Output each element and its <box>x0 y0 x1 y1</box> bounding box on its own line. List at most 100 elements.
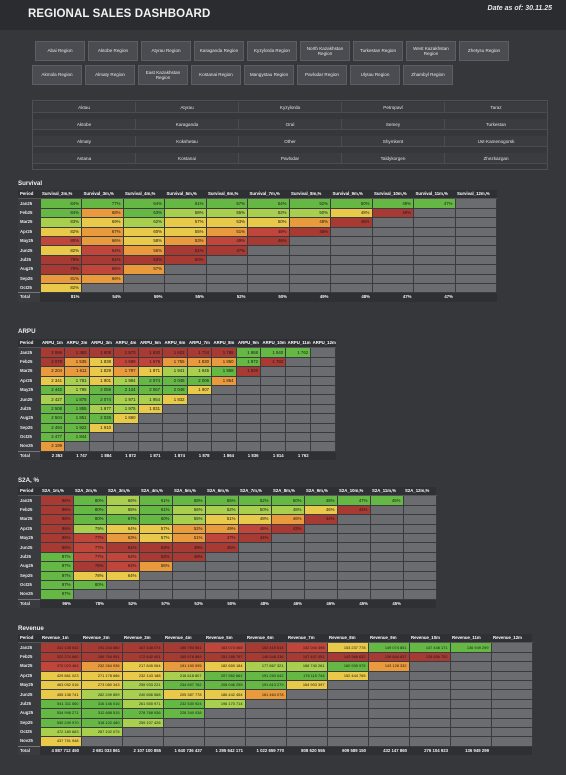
empty-cell[interactable] <box>285 441 312 452</box>
value-cell[interactable]: 62% <box>122 217 165 228</box>
value-cell[interactable]: 191 244 880 <box>80 642 123 653</box>
empty-cell[interactable] <box>235 413 261 424</box>
value-cell[interactable]: 83% <box>39 217 82 228</box>
column-header[interactable]: Revenue_7m <box>286 634 327 644</box>
empty-cell[interactable] <box>138 579 173 591</box>
row-label[interactable]: Sep25 <box>18 274 40 284</box>
value-cell[interactable]: 51% <box>205 226 248 237</box>
empty-cell[interactable] <box>186 422 212 433</box>
value-cell[interactable]: 1 795 <box>64 384 90 396</box>
value-cell[interactable]: 46% <box>371 207 414 219</box>
empty-cell[interactable] <box>413 264 456 275</box>
empty-cell[interactable] <box>402 532 437 544</box>
value-cell[interactable]: 79% <box>72 523 107 534</box>
value-cell[interactable]: 1 850 <box>211 356 237 368</box>
empty-cell[interactable] <box>326 689 369 700</box>
value-cell[interactable]: 1 781 <box>64 375 90 386</box>
region-chip[interactable]: Aktobe Region <box>88 41 138 61</box>
value-cell[interactable]: 216 618 807 <box>162 670 205 681</box>
value-cell[interactable]: 191 613 279 <box>244 679 287 691</box>
value-cell[interactable]: 48% <box>270 504 305 516</box>
empty-cell[interactable] <box>171 561 206 572</box>
empty-cell[interactable] <box>413 217 456 228</box>
empty-cell[interactable] <box>81 282 124 294</box>
row-label[interactable]: Mar25 <box>18 366 40 377</box>
empty-cell[interactable] <box>137 413 163 424</box>
empty-cell[interactable] <box>402 504 437 516</box>
row-label[interactable]: Oct25 <box>18 283 40 293</box>
value-cell[interactable]: 261 555 971 <box>121 698 164 710</box>
empty-cell[interactable] <box>490 726 533 738</box>
empty-cell[interactable] <box>244 717 287 728</box>
empty-cell[interactable] <box>303 570 338 581</box>
row-label[interactable]: May25 <box>18 533 40 543</box>
empty-cell[interactable] <box>449 717 492 728</box>
value-cell[interactable]: 61% <box>138 504 173 516</box>
row-label[interactable]: Jul25 <box>18 404 40 414</box>
empty-cell[interactable] <box>137 431 163 443</box>
column-header[interactable]: ARPU_3m <box>89 339 114 349</box>
empty-cell[interactable] <box>171 579 206 591</box>
value-cell[interactable]: 2 048 <box>162 384 188 396</box>
value-cell[interactable]: 57% <box>164 217 207 228</box>
empty-cell[interactable] <box>490 698 533 710</box>
value-cell[interactable]: 1 820 <box>235 366 261 377</box>
empty-cell[interactable] <box>454 217 497 228</box>
value-cell[interactable]: 2 026 <box>88 413 114 424</box>
city-chip[interactable]: Karaganda <box>136 119 239 130</box>
value-cell[interactable]: 259 107 426 <box>121 717 164 728</box>
value-cell[interactable]: 232 143 188 <box>121 670 164 681</box>
empty-cell[interactable] <box>237 551 272 563</box>
value-cell[interactable]: 79% <box>39 254 82 266</box>
empty-cell[interactable] <box>259 422 287 433</box>
column-header[interactable]: S2A_2m,% <box>73 487 106 497</box>
row-header[interactable]: Period <box>18 487 40 497</box>
empty-cell[interactable] <box>402 523 437 534</box>
value-cell[interactable]: 53% <box>164 235 207 247</box>
column-header[interactable]: ARPU_11m <box>285 339 311 349</box>
value-cell[interactable]: 77% <box>72 532 107 544</box>
value-cell[interactable]: 43% <box>270 523 305 534</box>
value-cell[interactable]: 1 829 <box>88 366 114 377</box>
city-chip[interactable]: Atyrau <box>136 102 239 113</box>
city-chip[interactable]: Taraz <box>445 102 548 113</box>
empty-cell[interactable] <box>408 670 451 681</box>
value-cell[interactable]: 84% <box>39 198 82 209</box>
value-cell[interactable]: 1 977 <box>88 403 114 415</box>
empty-cell[interactable] <box>88 441 114 452</box>
value-cell[interactable]: 152 044 498 <box>285 642 328 653</box>
empty-cell[interactable] <box>211 413 237 424</box>
empty-cell[interactable] <box>310 366 337 377</box>
empty-cell[interactable] <box>303 523 338 534</box>
value-cell[interactable]: 52% <box>237 495 272 506</box>
empty-cell[interactable] <box>330 273 373 284</box>
empty-cell[interactable] <box>310 347 337 358</box>
value-cell[interactable]: 541 311 560 <box>39 698 82 710</box>
empty-cell[interactable] <box>64 441 90 452</box>
empty-cell[interactable] <box>371 245 414 256</box>
value-cell[interactable]: 278 768 936 <box>121 708 164 719</box>
region-chip[interactable]: Zhetysu Region <box>459 41 509 61</box>
empty-cell[interactable] <box>285 375 312 386</box>
value-cell[interactable]: 47% <box>205 245 248 256</box>
column-header[interactable]: Survival_8m,% <box>289 190 331 200</box>
value-cell[interactable]: 60% <box>122 226 165 237</box>
value-cell[interactable]: 61% <box>105 542 140 553</box>
empty-cell[interactable] <box>326 698 369 710</box>
value-cell[interactable]: 2 066 <box>39 347 65 358</box>
value-cell[interactable]: 44% <box>336 504 371 516</box>
value-cell[interactable]: 55% <box>204 495 239 506</box>
empty-cell[interactable] <box>203 708 246 719</box>
empty-cell[interactable] <box>303 542 338 553</box>
empty-cell[interactable] <box>270 551 305 563</box>
region-chip[interactable]: Zhambyl Region <box>403 65 453 85</box>
empty-cell[interactable] <box>205 264 248 275</box>
empty-cell[interactable] <box>285 698 328 710</box>
empty-cell[interactable] <box>303 589 338 600</box>
city-chip[interactable]: Oral <box>239 119 342 130</box>
empty-cell[interactable] <box>121 726 164 738</box>
value-cell[interactable]: 152 419 614 <box>244 642 287 653</box>
empty-cell[interactable] <box>449 670 492 681</box>
value-cell[interactable]: 58% <box>171 495 206 506</box>
empty-cell[interactable] <box>402 495 437 506</box>
